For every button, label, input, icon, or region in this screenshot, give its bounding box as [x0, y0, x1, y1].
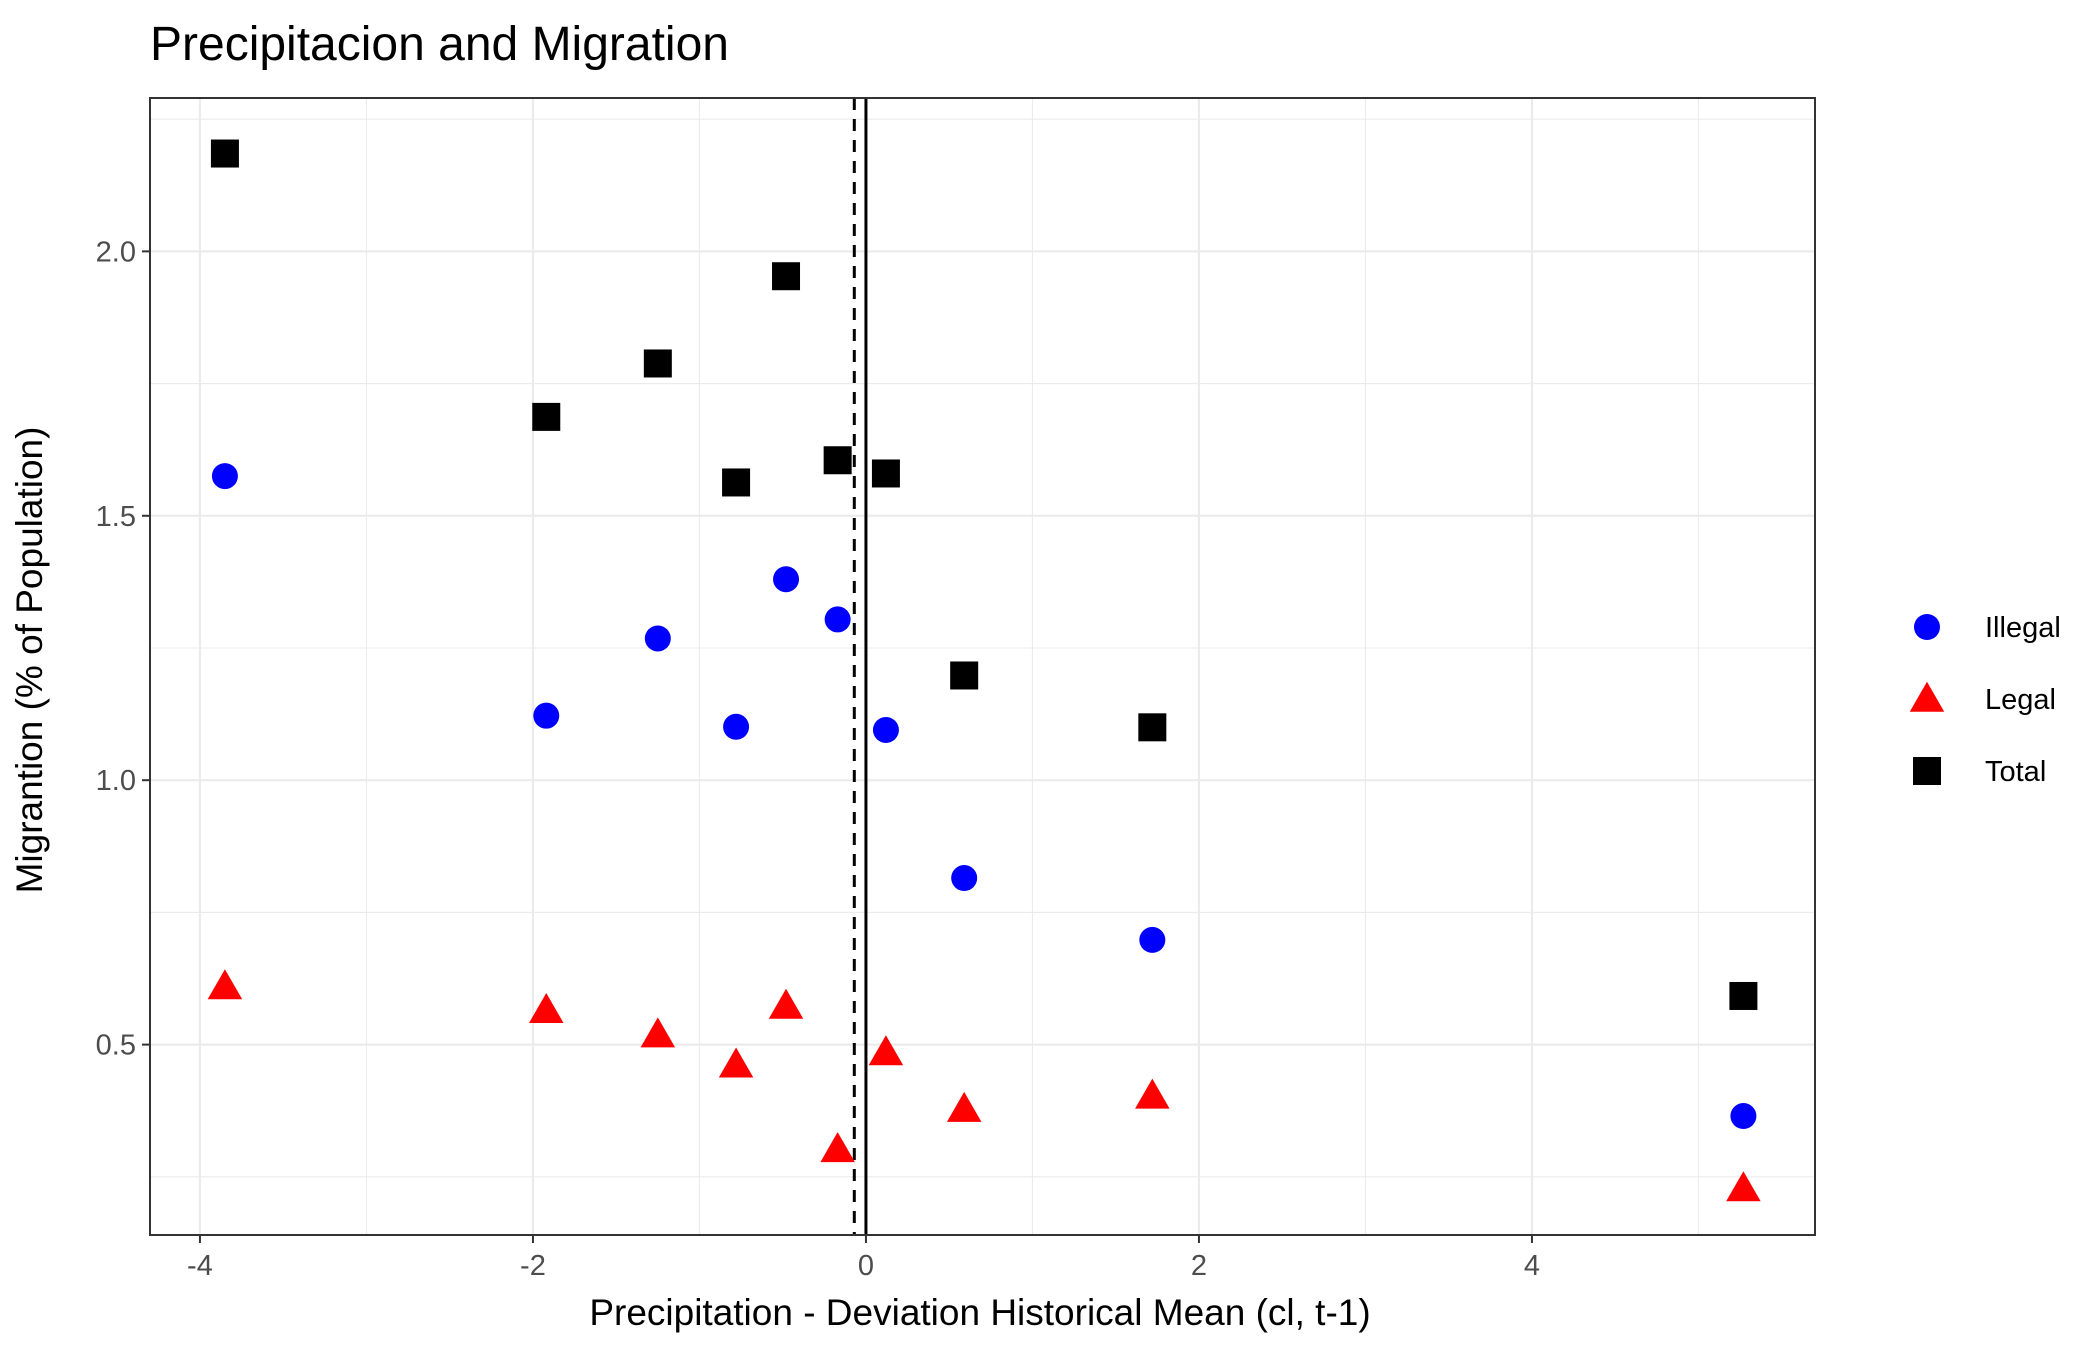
x-tick-label: 2 [1191, 1250, 1207, 1282]
point-legal [1726, 1171, 1761, 1202]
legend-key-legal [1909, 681, 1945, 712]
reference-lines [852, 98, 868, 1235]
point-legal [768, 988, 804, 1019]
point-total [1729, 981, 1758, 1010]
point-total [643, 349, 672, 378]
point-legal [207, 969, 243, 1000]
x-axis-ticks: -4 -2 0 2 4 [187, 1235, 1540, 1282]
point-illegal [644, 625, 671, 652]
point-legal [946, 1091, 982, 1122]
point-legal [820, 1132, 855, 1163]
point-total [950, 661, 979, 690]
point-illegal [1139, 926, 1166, 953]
point-legal [640, 1017, 676, 1048]
point-legal [718, 1047, 754, 1078]
legend-label-total: Total [1985, 756, 2046, 788]
point-total [210, 139, 239, 168]
point-legal [1135, 1078, 1170, 1109]
point-total [532, 402, 561, 431]
point-total [722, 468, 751, 497]
x-tick-label: 0 [858, 1250, 874, 1282]
point-total [1138, 713, 1167, 742]
data-points [207, 139, 1761, 1202]
point-illegal [211, 463, 238, 490]
x-tick-label: 4 [1524, 1250, 1540, 1282]
y-tick-label: 1.5 [96, 501, 136, 533]
legend-label-illegal: Illegal [1985, 612, 2061, 644]
legend-label-legal: Legal [1985, 684, 2056, 716]
y-axis-ticks: 0.5 1.0 1.5 2.0 [96, 236, 150, 1062]
legend-key-illegal [1914, 614, 1940, 640]
point-total [772, 262, 801, 291]
y-axis-label: Migrantion (% of Population) [9, 427, 50, 894]
plot-panel-border [149, 97, 1816, 1236]
point-illegal [533, 702, 560, 729]
point-illegal [872, 716, 899, 743]
y-tick-label: 0.5 [96, 1030, 136, 1062]
point-illegal [723, 713, 750, 740]
legend-key-total [1913, 757, 1941, 785]
point-illegal [951, 865, 978, 892]
x-tick-label: -4 [187, 1250, 213, 1282]
point-total [823, 446, 852, 475]
y-tick-label: 2.0 [96, 236, 136, 268]
y-tick-label: 1.0 [96, 765, 136, 797]
point-illegal [773, 566, 800, 593]
x-axis-label: Precipitation - Deviation Historical Mea… [589, 1292, 1370, 1333]
point-total [871, 459, 900, 488]
point-legal [529, 992, 564, 1023]
chart-title: Precipitacion and Migration [150, 18, 729, 71]
point-illegal [824, 606, 851, 633]
x-tick-label: -2 [520, 1250, 546, 1282]
point-illegal [1730, 1103, 1757, 1130]
legend: Illegal Legal Total [1909, 612, 2061, 788]
point-legal [868, 1035, 904, 1066]
